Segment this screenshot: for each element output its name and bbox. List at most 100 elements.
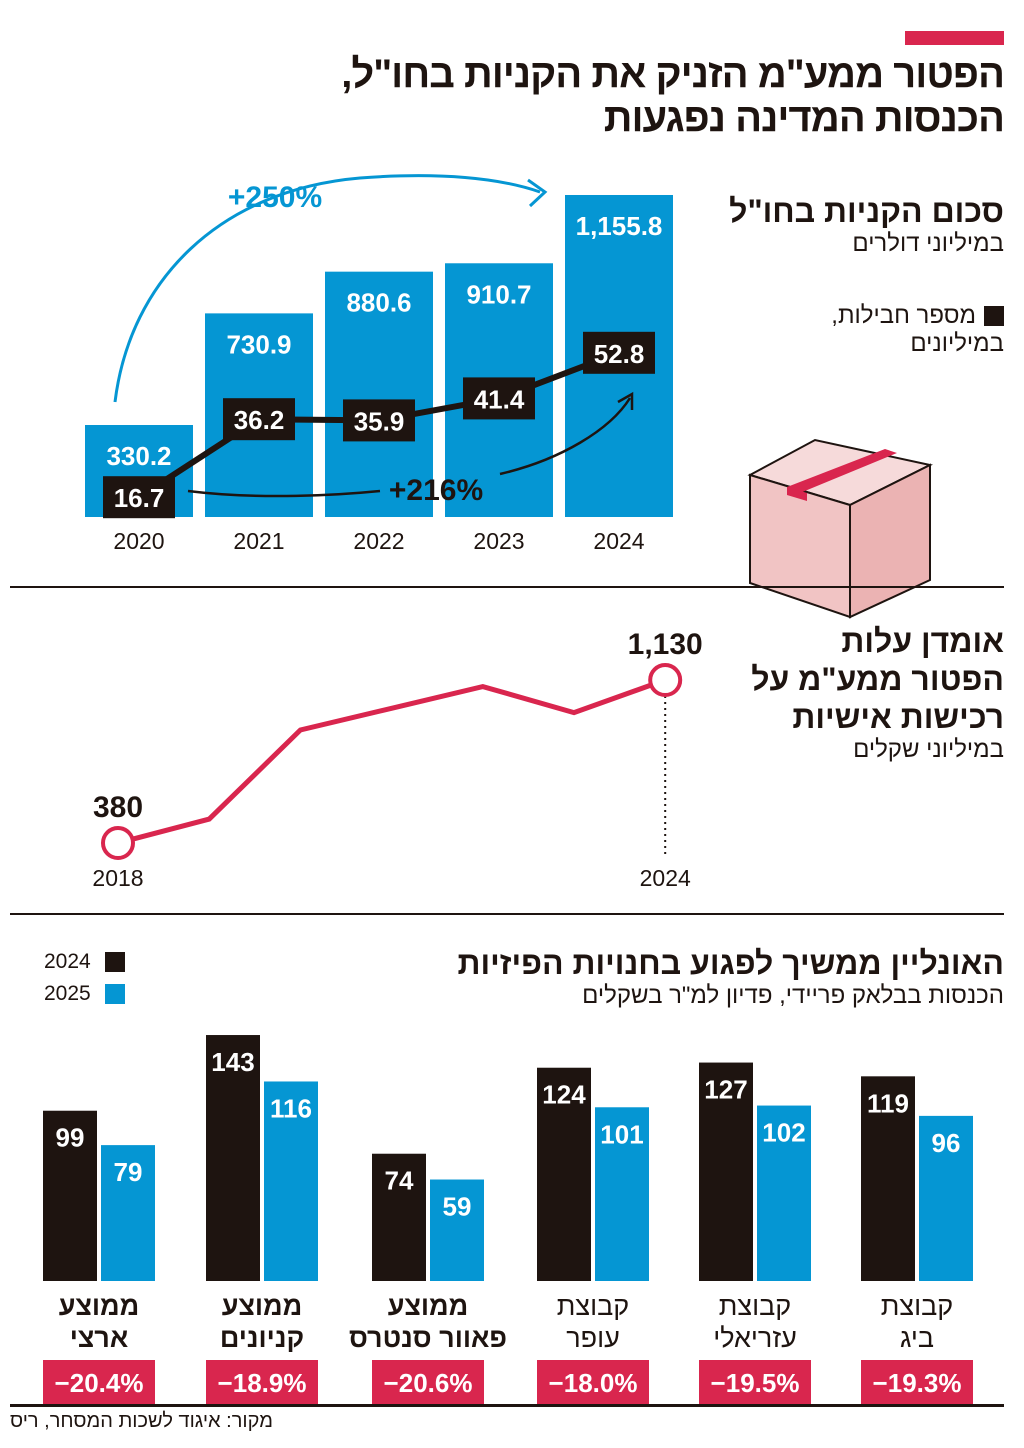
change-value: −20.4% — [55, 1368, 144, 1398]
change-value: −18.0% — [549, 1368, 638, 1398]
category-label: קבוצת — [719, 1291, 791, 1321]
bar-value-label: 119 — [867, 1088, 909, 1118]
bar-value-label: 74 — [385, 1166, 414, 1196]
category-label: קניונים — [220, 1323, 304, 1353]
legend-label-packages: מספר חבילות, במיליונים — [831, 302, 1004, 357]
chart3-svg: 9979ממוצעארצי−20.4%143116ממוצעקניונים−18… — [10, 1035, 1004, 1407]
accent-bar — [905, 31, 1004, 45]
bar-2024 — [43, 1110, 97, 1281]
legend-swatch-2024 — [104, 952, 125, 973]
endpoint-marker — [648, 663, 683, 698]
bar-value-label: 880.6 — [346, 288, 411, 318]
legend-swatch-2025 — [104, 984, 125, 1005]
packages-value-label: 16.7 — [114, 483, 165, 513]
chart2-header: אומדן עלות הפטור ממע"מ על רכישות אישיות … — [744, 622, 1004, 764]
legend-swatch-packages — [984, 306, 1004, 326]
chart3-subtitle: הכנסות בבלאק פריידי, פדיון למ"ר בשקלים — [582, 982, 1004, 1009]
x-tick-label: 2024 — [640, 865, 691, 891]
category-label: ביג — [900, 1323, 934, 1353]
change-value: −18.9% — [218, 1368, 307, 1398]
bar-value-label: 99 — [56, 1123, 85, 1153]
change-badge — [206, 1360, 318, 1404]
chart2-svg: 380 1,130 2018 2024 — [92, 628, 703, 891]
endpoint-marker — [101, 826, 135, 860]
growth-arrow-packages — [187, 397, 632, 498]
legend-label-2025: 2025 — [44, 982, 91, 1005]
category-label: פאוור סנטרס — [349, 1323, 507, 1353]
chart3-title: האונליין ממשיך לפגוע בחנויות הפיזיות — [457, 945, 1004, 981]
bar-2025 — [919, 1115, 973, 1281]
change-badge — [537, 1360, 649, 1404]
bar-2025 — [757, 1105, 811, 1281]
growth-arrow-bars — [113, 174, 541, 403]
chart1-svg: 330.2 2020 730.9 2021 880.6 2022 910.7 2023 1,15… — [85, 174, 673, 554]
x-tick-label: 2024 — [593, 528, 644, 554]
packages-point-box — [223, 398, 295, 441]
bar-2024 — [372, 1153, 426, 1281]
bar-value-label: 127 — [704, 1075, 747, 1105]
change-value: −20.6% — [384, 1368, 473, 1398]
change-value: −19.3% — [873, 1368, 962, 1398]
bar-2024 — [861, 1076, 915, 1281]
chart2-subtitle: במיליוני שקלים — [853, 736, 1004, 763]
bar-value-label: 79 — [114, 1157, 143, 1187]
x-tick-label: 2020 — [113, 528, 164, 554]
change-value: −19.5% — [711, 1368, 800, 1398]
arrow-head-icon — [527, 178, 548, 208]
bar-value-label: 143 — [211, 1047, 254, 1077]
category-label: ממוצע — [388, 1291, 469, 1321]
bar-2025 — [595, 1107, 649, 1281]
divider — [10, 913, 1004, 915]
x-tick-label: 2023 — [473, 528, 524, 554]
page-title: הפטור ממע"מ הזניק את הקניות בחו"ל, הכנסו… — [341, 52, 1005, 140]
packages-value-label: 52.8 — [594, 339, 645, 369]
packages-point-box — [103, 476, 175, 519]
bar-2024 — [206, 1035, 260, 1281]
category-label: ממוצע — [222, 1291, 303, 1321]
package-box-illustration — [747, 438, 933, 619]
category-label: קבוצת — [881, 1291, 953, 1321]
growth-label-packages: +216% — [389, 474, 483, 507]
growth-label-bars: +250% — [228, 181, 322, 214]
category-label: עזריאלי — [713, 1323, 797, 1353]
x-tick-label: 2018 — [92, 865, 143, 891]
packages-value-label: 35.9 — [354, 406, 405, 436]
bar-value-label: 910.7 — [466, 279, 531, 309]
bar-value-label: 96 — [932, 1128, 961, 1158]
category-label: עופר — [566, 1323, 620, 1353]
last-value-label: 1,130 — [628, 628, 703, 661]
bar-2025 — [264, 1081, 318, 1281]
x-tick-label: 2021 — [233, 528, 284, 554]
packages-value-label: 41.4 — [474, 384, 525, 414]
divider — [10, 586, 1004, 588]
chart3-legend: 2024 2025 — [44, 946, 125, 1010]
packages-point-box — [343, 399, 415, 442]
bar-2024 — [699, 1062, 753, 1281]
bar-value-label: 59 — [443, 1192, 472, 1222]
change-badge — [699, 1360, 811, 1404]
vat-cost-line — [117, 677, 667, 846]
bar-2022 — [325, 271, 433, 517]
change-badge — [861, 1360, 973, 1404]
chart1-header: סכום הקניות בחו"ל במיליוני דולרים — [729, 192, 1004, 258]
packages-point-box — [463, 377, 535, 420]
category-label: ארצי — [70, 1323, 129, 1353]
bar-value-label: 730.9 — [226, 329, 291, 359]
bar-2025 — [430, 1179, 484, 1281]
bar-value-label: 1,155.8 — [576, 211, 663, 241]
change-badge — [43, 1360, 155, 1404]
baseline-rule — [10, 1404, 1004, 1407]
bar-value-label: 124 — [542, 1080, 586, 1110]
bar-value-label: 101 — [600, 1119, 643, 1149]
category-label: קבוצת — [557, 1291, 629, 1321]
bar-value-label: 102 — [762, 1118, 805, 1148]
bar-value-label: 116 — [270, 1093, 312, 1123]
legend-label-2024: 2024 — [44, 950, 91, 973]
chart1-title: סכום הקניות בחו"ל — [729, 193, 1004, 229]
first-value-label: 380 — [93, 791, 143, 824]
chart1-subtitle: במיליוני דולרים — [852, 230, 1004, 257]
chart1-legend: מספר חבילות, במיליונים — [784, 302, 1004, 358]
arrow-head-icon — [617, 391, 634, 410]
bar-2024 — [537, 1067, 591, 1281]
chart3-header: האונליין ממשיך לפגוע בחנויות הפיזיות הכנ… — [458, 944, 1004, 1010]
